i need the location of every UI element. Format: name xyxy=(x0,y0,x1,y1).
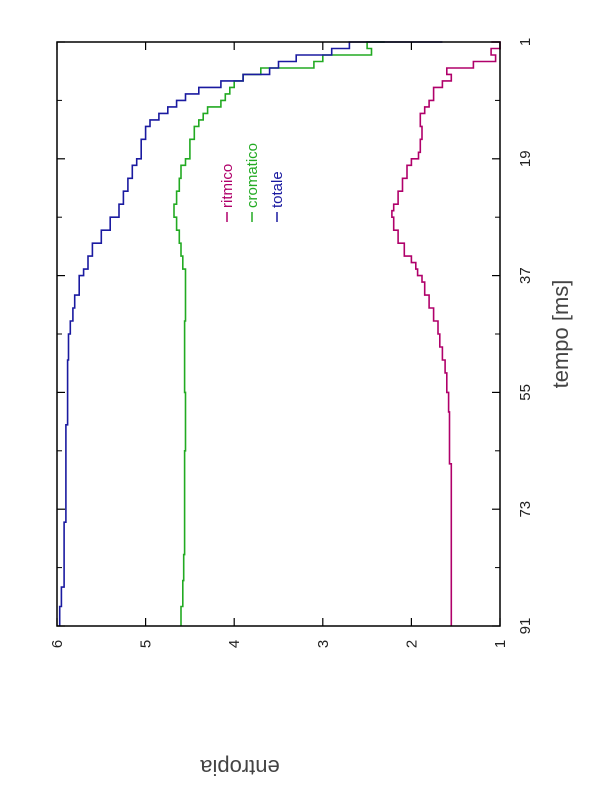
x-tick-label: 73 xyxy=(517,501,534,518)
series-line-ritmico xyxy=(391,41,501,626)
y-tick-label: 5 xyxy=(138,640,155,648)
y-axis-title: entropia xyxy=(199,755,279,780)
series-line-totale xyxy=(58,41,443,626)
legend: ritmico cromatico totale xyxy=(219,143,286,222)
legend-label-cromatico: cromatico xyxy=(244,143,261,208)
legend-label-ritmico: ritmico xyxy=(219,164,236,208)
legend-label-totale: totale xyxy=(269,171,286,208)
x-tick-label: 55 xyxy=(517,384,534,401)
x-tick-label: 1 xyxy=(517,38,534,46)
tick-layer: 1 19 37 55 73 91 1 2 3 4 5 6 xyxy=(49,38,534,648)
y-tick-label: 3 xyxy=(315,640,332,648)
y-tick-label: 6 xyxy=(49,640,66,648)
x-tick-label: 19 xyxy=(517,150,534,167)
x-tick-label: 37 xyxy=(517,267,534,284)
y-tick-label: 4 xyxy=(226,640,243,648)
y-tick-label: 1 xyxy=(492,640,509,648)
y-tick-label: 2 xyxy=(403,640,420,648)
x-axis-title: tempo [ms] xyxy=(548,280,573,389)
series-layer xyxy=(58,41,501,626)
x-tick-label: 91 xyxy=(517,618,534,635)
